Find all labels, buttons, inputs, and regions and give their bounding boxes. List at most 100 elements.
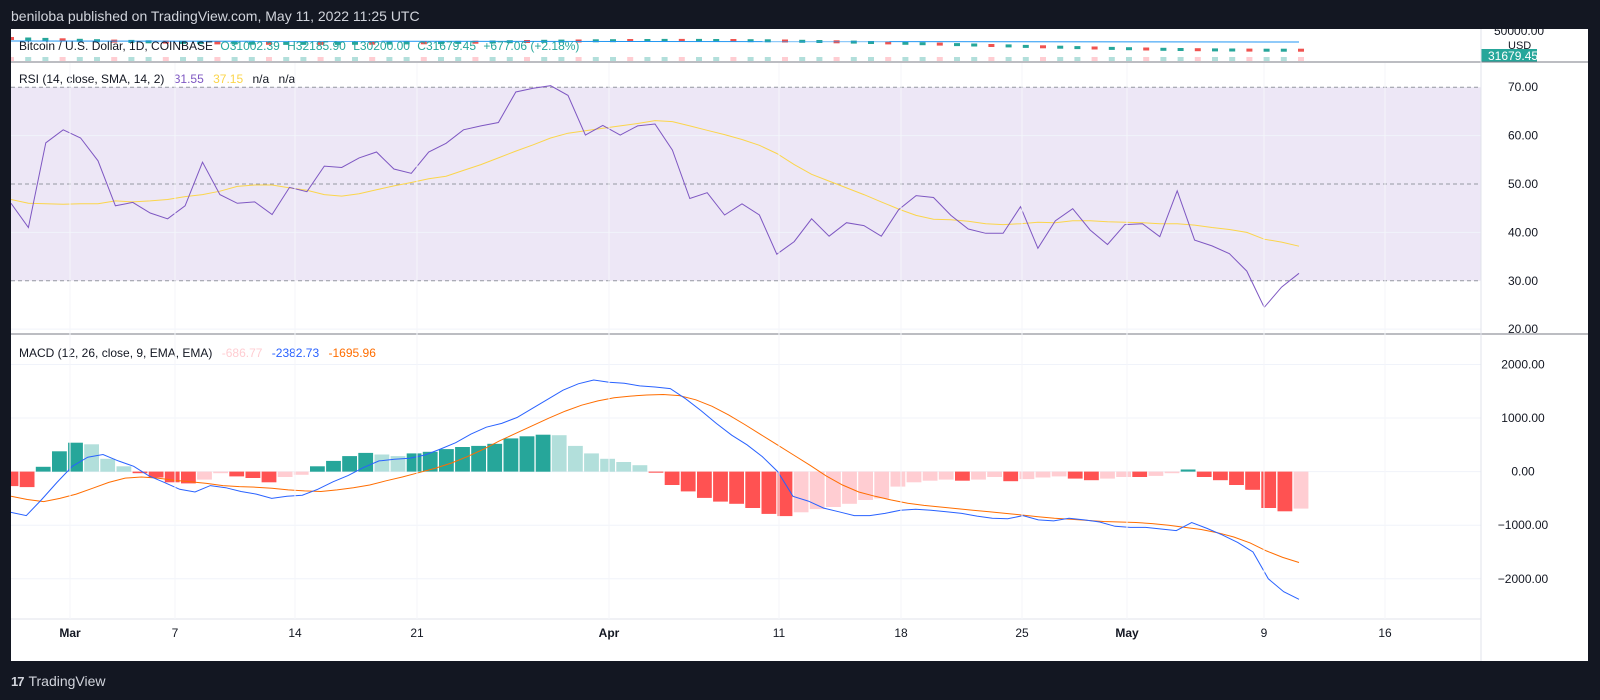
tradingview-brand[interactable]: 17 TradingView bbox=[11, 673, 106, 689]
price-candle bbox=[919, 42, 926, 46]
macd-hist-bar bbox=[164, 471, 180, 483]
rsi-pane[interactable]: 70.00 60.00 50.00 40.00 30.00 20.00 RSI (14, … bbox=[10, 72, 1588, 336]
macd-hist-bar bbox=[293, 471, 309, 475]
macd-hist-bar bbox=[664, 471, 680, 485]
price-candle bbox=[730, 39, 737, 42]
volume-bar bbox=[575, 57, 582, 61]
volume-bar bbox=[764, 57, 771, 61]
macd-hist-bar bbox=[922, 471, 938, 481]
macd-hist-bar bbox=[1293, 471, 1309, 509]
chart-frame[interactable]: Bitcoin / U.S. Dollar, 1D, COINBASE O310… bbox=[3, 24, 1588, 661]
macd-hist-bar bbox=[1196, 471, 1212, 477]
time-axis-label: 7 bbox=[172, 626, 179, 640]
macd-hist-bar bbox=[1084, 471, 1099, 481]
macd-hist-bar bbox=[697, 471, 712, 498]
volume-bar bbox=[524, 57, 530, 61]
volume-bar bbox=[782, 57, 788, 61]
macd-hist-bar bbox=[1035, 471, 1051, 478]
published-text: beniloba published on TradingView.com, M… bbox=[11, 8, 420, 24]
price-candle bbox=[214, 41, 221, 45]
macd-hist-bar bbox=[245, 471, 261, 478]
macd-hist-bar bbox=[1051, 471, 1067, 477]
volume-bar bbox=[1057, 57, 1064, 61]
price-candle bbox=[713, 39, 720, 42]
volume-bar bbox=[1160, 57, 1167, 61]
volume-bar bbox=[248, 57, 255, 61]
macd-hist-bar bbox=[987, 471, 1002, 477]
rsi-na-1: n/a bbox=[252, 72, 269, 86]
price-pane-bg bbox=[11, 29, 1481, 61]
volume-bar bbox=[8, 57, 14, 61]
price-candle bbox=[1298, 48, 1304, 52]
macd-hist-bar bbox=[148, 471, 164, 478]
price-candle bbox=[902, 41, 909, 45]
time-axis[interactable]: Mar 7 14 21 Apr 11 18 25 May 9 16 bbox=[11, 63, 1481, 640]
volume-bar bbox=[1022, 57, 1029, 61]
macd-hist-bar bbox=[971, 471, 986, 480]
price-candle bbox=[403, 41, 410, 45]
macd-tick-label: 2000.00 bbox=[1501, 357, 1545, 371]
price-candle bbox=[231, 41, 238, 45]
rsi-tick-label: 70.00 bbox=[1508, 80, 1538, 94]
rsi-grid bbox=[11, 86, 1481, 330]
volume-bar bbox=[403, 57, 410, 61]
price-candle bbox=[868, 41, 874, 44]
tradingview-brand-name: TradingView bbox=[28, 673, 106, 689]
volume-bar bbox=[94, 57, 100, 61]
volume-bar bbox=[627, 57, 634, 61]
macd-pane[interactable]: 2000.00 1000.00 0.00 −1000.00 −2000.00 MACD … bbox=[3, 346, 1549, 600]
macd-tick-label: −1000.00 bbox=[1498, 518, 1549, 532]
price-candle bbox=[266, 41, 272, 45]
legend-close: C31679.45 bbox=[417, 39, 476, 53]
price-candle bbox=[644, 39, 651, 42]
price-candle bbox=[988, 44, 995, 47]
price-candle bbox=[334, 41, 341, 45]
price-candle bbox=[954, 43, 960, 47]
macd-hist-bar bbox=[503, 438, 519, 472]
volume-bar bbox=[971, 57, 978, 61]
macd-tick-label: 0.00 bbox=[1511, 465, 1535, 479]
rsi-tick-label: 50.00 bbox=[1508, 177, 1538, 191]
macd-hist-bar bbox=[52, 451, 67, 472]
volume-bar bbox=[1298, 57, 1304, 61]
price-candle bbox=[592, 39, 599, 43]
legend-low: L30200.00 bbox=[353, 39, 410, 53]
price-candle bbox=[1280, 48, 1287, 52]
rsi-axis[interactable]: 70.00 60.00 50.00 40.00 30.00 20.00 bbox=[1508, 80, 1538, 336]
price-candle bbox=[438, 41, 444, 45]
price-candle bbox=[420, 41, 427, 45]
macd-hist-bar bbox=[181, 471, 196, 484]
macd-hist-bar bbox=[906, 471, 922, 483]
macd-hist-bar bbox=[955, 471, 970, 481]
price-candle bbox=[1194, 48, 1201, 52]
volume-bar bbox=[506, 57, 513, 61]
chart-svg[interactable]: Bitcoin / U.S. Dollar, 1D, COINBASE O310… bbox=[3, 24, 1588, 661]
macd-hist-bar bbox=[439, 449, 454, 472]
price-candle bbox=[1160, 47, 1167, 51]
tradingview-logo-icon: 17 bbox=[11, 673, 25, 689]
volume-bar bbox=[902, 57, 909, 61]
volume-bar bbox=[747, 57, 754, 61]
macd-hist-bar bbox=[761, 471, 777, 514]
macd-hist-bar bbox=[197, 471, 212, 480]
macd-hist-bar bbox=[1148, 471, 1164, 476]
price-candle bbox=[472, 40, 479, 44]
price-candle bbox=[283, 41, 290, 45]
macd-axis[interactable]: 2000.00 1000.00 0.00 −1000.00 −2000.00 bbox=[1498, 357, 1549, 585]
price-candle bbox=[25, 37, 32, 41]
volume-bar bbox=[145, 57, 152, 61]
volume-bar bbox=[1280, 57, 1287, 61]
volume-bar bbox=[231, 57, 238, 61]
macd-hist-bar bbox=[745, 471, 761, 508]
volume-bar bbox=[661, 57, 668, 61]
rsi-tick-label: 30.00 bbox=[1508, 274, 1538, 288]
macd-hist-bar bbox=[600, 458, 615, 472]
volume-bar bbox=[214, 57, 221, 61]
volume-bar bbox=[885, 57, 892, 61]
price-candle bbox=[455, 40, 462, 44]
macd-hist-bar bbox=[1245, 471, 1260, 490]
volume-bar bbox=[1126, 57, 1132, 61]
price-pane[interactable]: Bitcoin / U.S. Dollar, 1D, COINBASE O310… bbox=[8, 24, 1588, 63]
volume-bar bbox=[111, 57, 118, 61]
price-candle bbox=[76, 38, 83, 42]
